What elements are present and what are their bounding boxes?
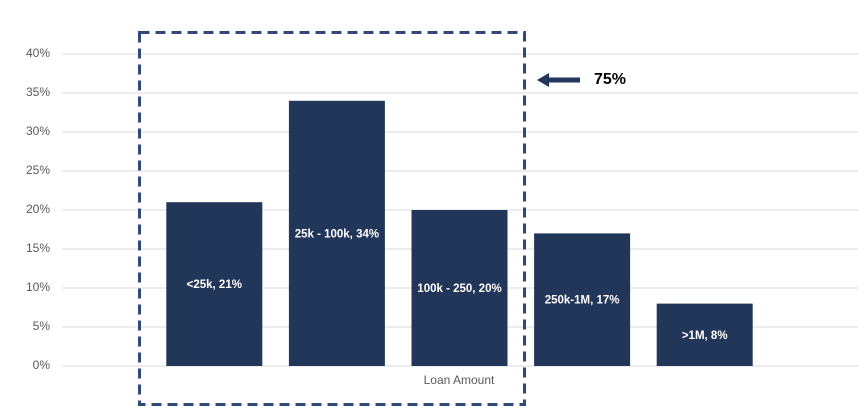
y-tick-label: 25% xyxy=(26,163,50,177)
data-label: 100k - 250, 20% xyxy=(417,283,501,295)
y-tick-label: 20% xyxy=(26,202,50,216)
bar xyxy=(166,202,263,366)
y-tick-label: 40% xyxy=(26,46,50,60)
bar xyxy=(288,100,385,367)
x-axis-label: Loan Amount xyxy=(424,373,495,387)
bar xyxy=(534,233,631,366)
arrow-head xyxy=(537,73,549,87)
highlight-box xyxy=(138,31,526,406)
data-label: 250k-1M, 17% xyxy=(545,295,620,307)
data-label: >1M, 8% xyxy=(682,330,728,342)
y-tick-label: 5% xyxy=(33,319,51,333)
y-tick-label: 10% xyxy=(26,280,50,294)
data-label: 25k - 100k, 34% xyxy=(295,228,379,240)
y-tick-label: 35% xyxy=(26,85,50,99)
bar xyxy=(656,303,753,366)
bar xyxy=(411,210,508,366)
y-tick-label: 0% xyxy=(33,358,51,372)
y-tick-label: 15% xyxy=(26,241,50,255)
y-tick-label: 30% xyxy=(26,124,50,138)
annotation: 75% xyxy=(594,71,626,88)
data-label: <25k, 21% xyxy=(187,279,242,291)
